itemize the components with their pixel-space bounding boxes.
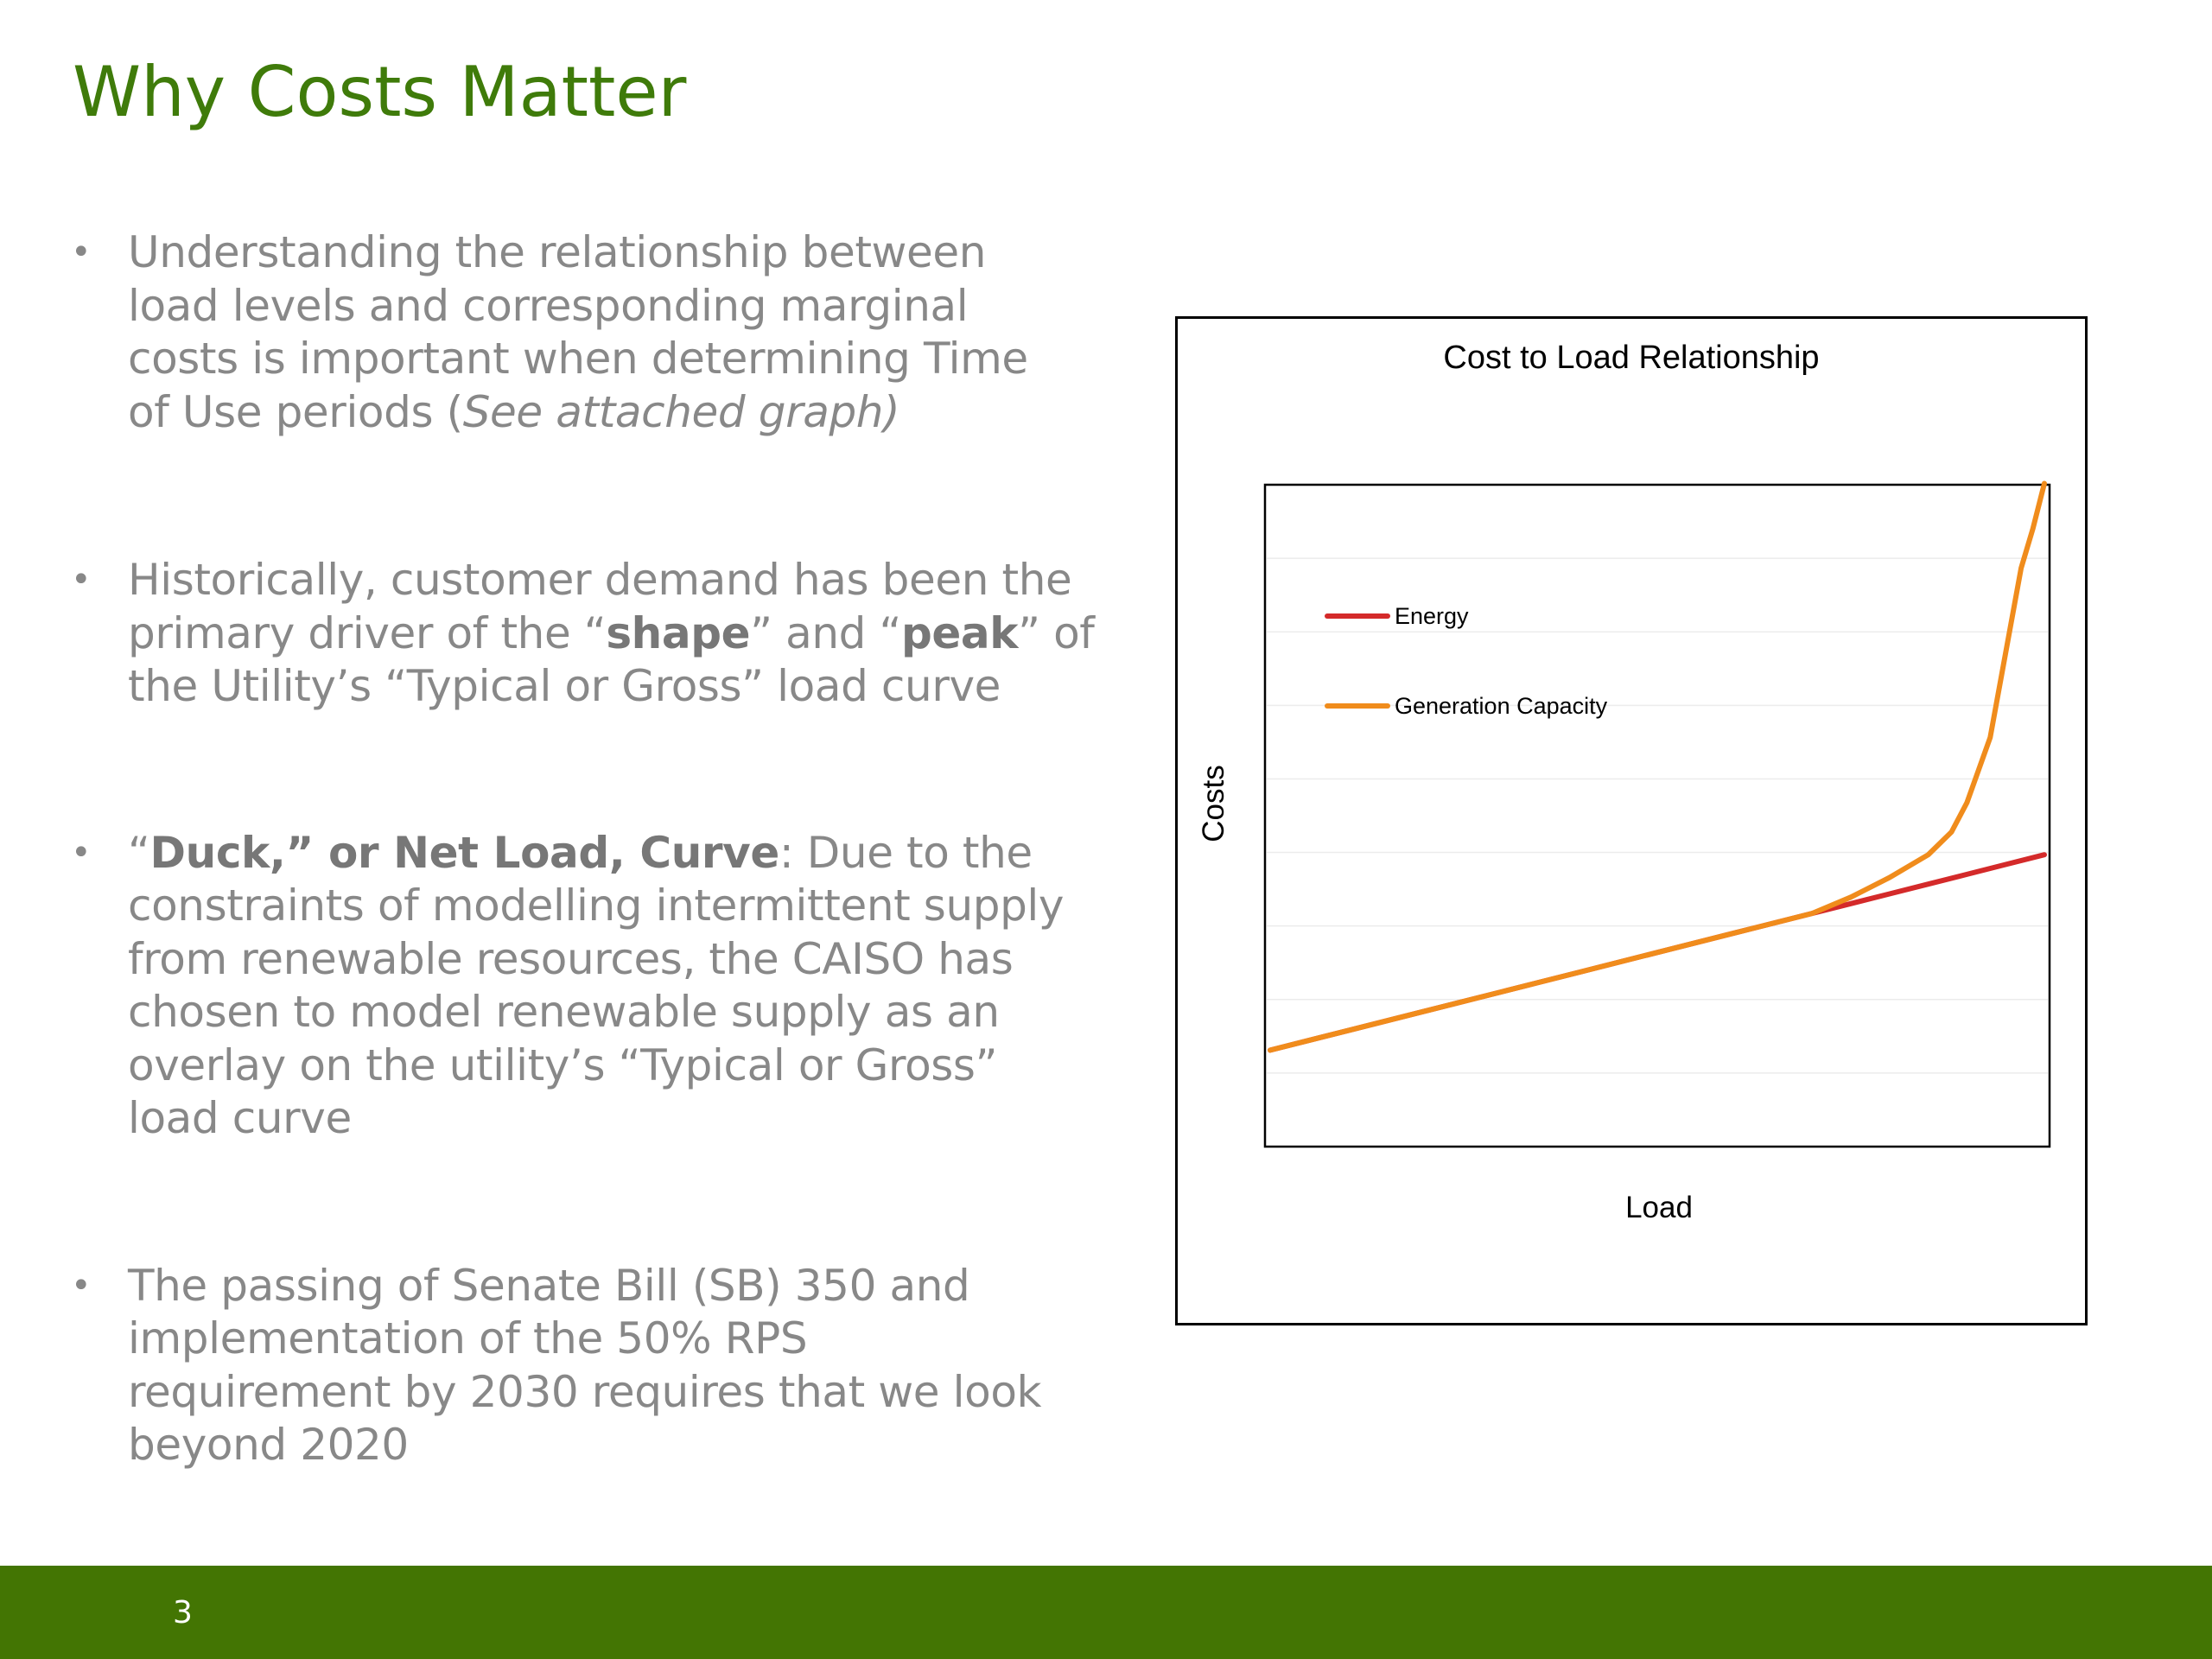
chart-legend: Energy Generation Capacity (1325, 603, 1608, 719)
bullet-text-segment: ” and “ (750, 607, 901, 658)
bullet-text-segment: “ (128, 827, 150, 878)
y-axis-label: Costs (1197, 765, 1230, 842)
bullet-text-line: “Duck,” or Net Load, Curve: Due to the (128, 827, 1089, 880)
chart-gridlines (1267, 557, 2048, 1074)
bullet-text-line: from renewable resources, the CAISO has (128, 933, 1014, 984)
bullet-text-line: overlay on the utility’s “Typical or Gro… (128, 1039, 998, 1090)
bullet-text-segment: ” of (1018, 607, 1095, 658)
plot-area-border (1263, 483, 2051, 1148)
bold-term-shape: shape (606, 607, 751, 658)
bullet-list: Understanding the relationship between l… (69, 226, 1095, 1472)
bullet-text-line: chosen to model renewable supply as an (128, 987, 1000, 1037)
bold-term-duck-curve: Duck,” or Net Load, Curve (149, 827, 780, 878)
page-number: 3 (173, 1595, 193, 1630)
bullet-text-segment: : Due to the (779, 827, 1033, 878)
bullet-text-segment: of Use periods ( (128, 386, 463, 437)
bullet-text-line: constraints of modelling intermittent su… (128, 880, 1065, 931)
bullet-text-line: The passing of Senate Bill (SB) 350 and (128, 1260, 970, 1311)
x-axis-label: Load (1625, 1191, 1693, 1224)
bullet-text-line: load levels and corresponding marginal (128, 280, 969, 331)
bullet-text-line: Historically, customer demand has been t… (128, 555, 1072, 605)
see-attached-graph-note: See attached graph) (462, 386, 900, 437)
slide-title: Why Costs Matter (73, 52, 687, 132)
bold-term-peak: peak (901, 607, 1019, 658)
bullet-text-line: the Utility’s “Typical or Gross” load cu… (128, 661, 1001, 711)
legend-label: Generation Capacity (1395, 693, 1608, 719)
bullet-text-segment: primary driver of the “ (128, 607, 607, 658)
chart-series (1268, 480, 2047, 1053)
bullet-item-customer-demand: Historically, customer demand has been t… (69, 554, 1095, 714)
bullet-text-line: requirement by 2030 requires that we loo… (128, 1366, 1042, 1417)
bullet-text-line: of Use periods (See attached graph) (128, 386, 1089, 440)
bullet-item-cost-relationship: Understanding the relationship between l… (69, 226, 1089, 439)
legend-label: Energy (1395, 603, 1469, 629)
footer-bar (0, 1566, 2212, 1659)
cost-load-chart: Cost to Load Relationship Load Costs Ene… (1197, 340, 2051, 1224)
bullet-text-line: load curve (128, 1093, 352, 1143)
bullet-text-line: beyond 2020 (128, 1420, 409, 1470)
bullet-text-line: primary driver of the “shape” and “peak”… (128, 607, 1095, 661)
bullet-text-line: implementation of the 50% RPS (128, 1313, 808, 1363)
series-line-generation-capacity (1268, 480, 2047, 1053)
chart-title: Cost to Load Relationship (1443, 340, 1819, 376)
bullet-text-line: costs is important when determining Time (128, 334, 1028, 384)
bullet-item-duck-curve: “Duck,” or Net Load, Curve: Due to the c… (69, 827, 1089, 1146)
bullet-text-line: Understanding the relationship between (128, 227, 987, 277)
bullet-item-sb350: The passing of Senate Bill (SB) 350 and … (69, 1260, 1089, 1472)
